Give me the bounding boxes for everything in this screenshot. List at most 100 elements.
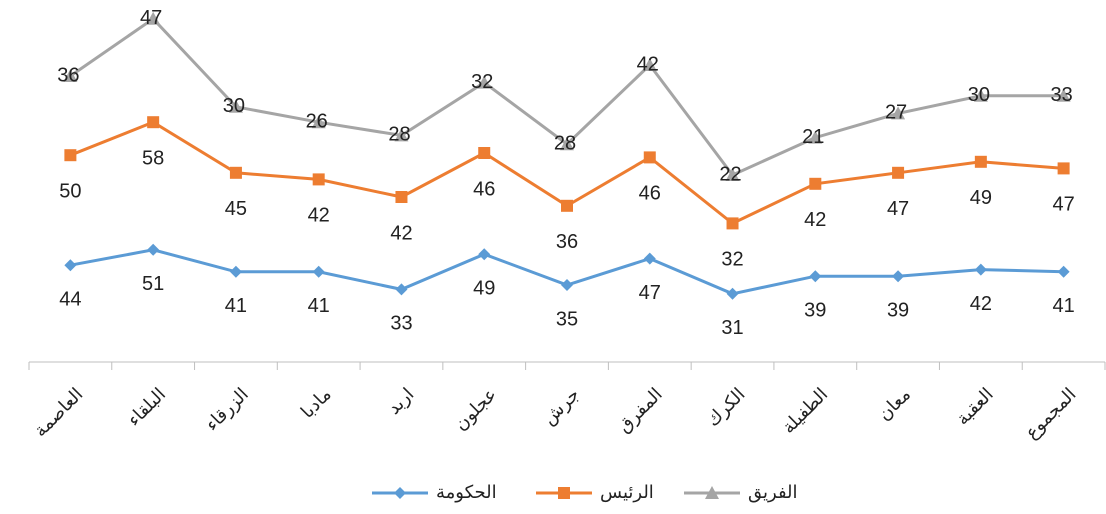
marker — [558, 487, 570, 499]
marker — [394, 487, 406, 499]
legend-label: الرئيس — [600, 482, 654, 503]
marker — [560, 137, 574, 151]
data-label: 42 — [970, 293, 992, 315]
marker — [63, 69, 78, 82]
marker — [726, 287, 739, 300]
marker — [726, 217, 739, 230]
data-label: 51 — [142, 273, 164, 295]
x-tick-label: مادبا — [297, 384, 335, 422]
legend-item: الفريق — [684, 482, 798, 503]
legend-item: الرئيس — [536, 482, 654, 503]
data-label: 45 — [225, 198, 247, 220]
x-tick-label: اربد — [384, 384, 418, 418]
marker — [146, 11, 161, 25]
marker — [228, 99, 243, 113]
marker — [1057, 265, 1070, 278]
data-label: 47 — [639, 282, 661, 304]
data-label: 47 — [140, 7, 162, 29]
x-tick-label: الزرقاء — [201, 384, 252, 435]
x-tick-label: العاصمة — [30, 384, 87, 441]
marker — [561, 279, 573, 291]
marker — [478, 147, 491, 159]
data-label: 35 — [556, 308, 578, 330]
marker — [64, 149, 77, 162]
marker — [229, 265, 242, 278]
marker — [64, 259, 77, 272]
marker — [1057, 162, 1070, 175]
marker — [1056, 88, 1071, 102]
data-label: 46 — [473, 178, 495, 200]
marker — [973, 88, 988, 102]
marker — [229, 166, 242, 179]
marker — [808, 130, 823, 144]
marker — [642, 58, 657, 71]
marker — [395, 283, 408, 296]
marker — [725, 168, 740, 181]
x-tick-label: المفرق — [614, 384, 667, 437]
x-tick-label: معان — [874, 384, 914, 424]
data-label: 42 — [308, 205, 330, 227]
data-label: 33 — [390, 313, 412, 335]
data-label: 28 — [554, 132, 576, 154]
legend-label: الحكومة — [436, 482, 497, 503]
marker — [705, 486, 719, 499]
data-label: 49 — [970, 187, 992, 209]
marker — [312, 265, 325, 278]
marker — [147, 116, 160, 129]
data-label: 27 — [885, 102, 907, 124]
data-label: 47 — [887, 198, 909, 220]
data-label: 50 — [59, 180, 81, 202]
marker — [312, 173, 325, 186]
data-label: 31 — [721, 317, 743, 339]
marker — [477, 75, 492, 89]
data-label: 39 — [887, 299, 909, 321]
data-label: 32 — [471, 71, 493, 93]
x-tick-label: البلقاء — [123, 384, 169, 430]
data-label: 41 — [225, 295, 247, 317]
marker — [478, 248, 491, 261]
legend-item: الحكومة — [372, 482, 497, 503]
marker — [394, 128, 409, 142]
data-label: 47 — [1052, 194, 1074, 216]
data-label: 42 — [390, 222, 412, 244]
marker — [809, 270, 822, 283]
data-label: 30 — [223, 95, 245, 117]
data-label: 42 — [637, 53, 659, 75]
data-label: 30 — [968, 84, 990, 106]
marker — [643, 151, 656, 164]
marker — [147, 243, 160, 256]
x-tick-label: جرش — [539, 384, 584, 429]
data-label: 58 — [142, 147, 164, 169]
data-label: 26 — [306, 110, 328, 132]
data-label: 32 — [721, 249, 743, 271]
data-label: 44 — [59, 288, 81, 310]
x-tick-label: الطفيلة — [778, 384, 831, 437]
marker — [643, 252, 656, 265]
data-label: 41 — [308, 295, 330, 317]
x-tick-label: العقبة — [952, 384, 997, 429]
x-tick-label: عجلون — [450, 384, 501, 435]
data-label: 46 — [639, 183, 661, 205]
marker — [311, 115, 326, 129]
marker — [891, 106, 906, 120]
data-label: 22 — [719, 163, 741, 185]
x-tick-label: الكرك — [703, 384, 750, 431]
data-label: 36 — [57, 64, 79, 86]
marker — [974, 263, 987, 276]
marker — [892, 166, 905, 179]
data-label: 42 — [804, 209, 826, 231]
x-tick-label: المجموع — [1021, 384, 1080, 443]
marker — [809, 177, 822, 190]
data-label: 41 — [1052, 295, 1074, 317]
marker — [395, 191, 408, 203]
data-label: 49 — [473, 277, 495, 299]
marker — [892, 270, 905, 283]
legend-label: الفريق — [748, 482, 798, 503]
marker — [974, 155, 987, 168]
data-label: 39 — [804, 299, 826, 321]
data-label: 36 — [556, 231, 578, 253]
data-label: 33 — [1050, 84, 1072, 106]
data-label: 21 — [802, 126, 824, 148]
marker — [561, 199, 573, 212]
